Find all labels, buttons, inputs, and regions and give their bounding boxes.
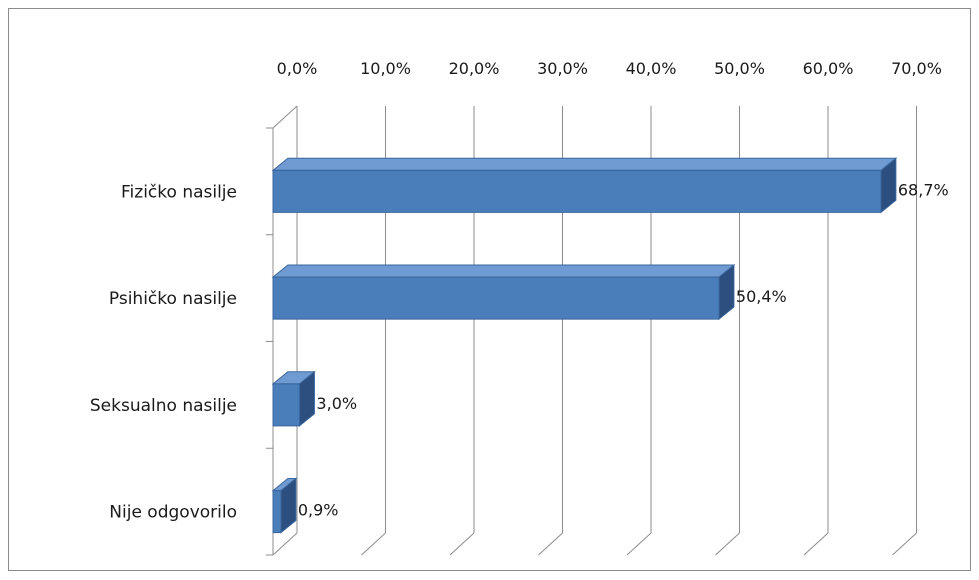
gridline-floor-7 bbox=[892, 532, 917, 556]
gridline-floor-3 bbox=[538, 532, 563, 556]
gridline-floor-0 bbox=[272, 532, 298, 556]
gridline-floor-2 bbox=[449, 532, 475, 556]
gridline-floor-5 bbox=[715, 532, 740, 556]
bar-2 bbox=[272, 383, 301, 427]
gridline-floor-1 bbox=[361, 532, 386, 556]
data-label-3: 0,9% bbox=[298, 501, 339, 520]
x-tick-label-7: 70,0% bbox=[891, 59, 942, 78]
bar-3 bbox=[272, 490, 282, 534]
category-axis-top-depth bbox=[272, 105, 298, 129]
category-label-2: Seksualno nasilje bbox=[90, 396, 237, 416]
category-label-3: Nije odgovorilo bbox=[109, 503, 237, 523]
gridline-floor-6 bbox=[803, 532, 829, 556]
x-tick-label-4: 40,0% bbox=[626, 59, 677, 78]
bar-1 bbox=[272, 276, 720, 320]
bar-top-0 bbox=[271, 157, 898, 171]
x-tick-label-5: 50,0% bbox=[714, 59, 765, 78]
gridline-floor-4 bbox=[626, 532, 652, 556]
bar-top-1 bbox=[271, 264, 736, 278]
bar-0 bbox=[272, 169, 882, 213]
category-label-0: Fizičko nasilje bbox=[121, 182, 237, 202]
x-tick-label-3: 30,0% bbox=[537, 59, 588, 78]
data-label-1: 50,4% bbox=[736, 287, 787, 306]
data-label-2: 3,0% bbox=[316, 394, 357, 413]
x-tick-label-2: 20,0% bbox=[449, 59, 500, 78]
x-tick-label-6: 60,0% bbox=[803, 59, 854, 78]
x-tick-label-0: 0,0% bbox=[277, 59, 318, 78]
category-label-1: Psihičko nasilje bbox=[109, 289, 237, 309]
data-label-0: 68,7% bbox=[898, 180, 949, 199]
x-tick-label-1: 10,0% bbox=[360, 59, 411, 78]
